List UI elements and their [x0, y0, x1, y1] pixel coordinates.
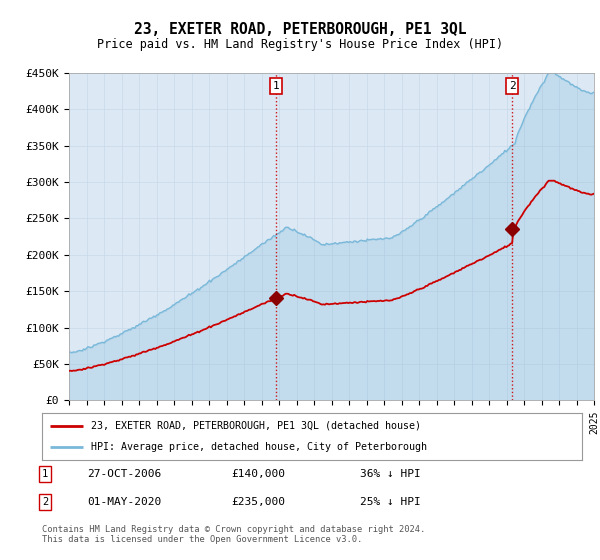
- Text: 01-MAY-2020: 01-MAY-2020: [87, 497, 161, 507]
- Text: £235,000: £235,000: [231, 497, 285, 507]
- Text: 1: 1: [272, 81, 280, 91]
- Text: 2: 2: [42, 497, 48, 507]
- Text: 23, EXETER ROAD, PETERBOROUGH, PE1 3QL: 23, EXETER ROAD, PETERBOROUGH, PE1 3QL: [134, 22, 466, 38]
- Text: 2: 2: [509, 81, 515, 91]
- Text: Price paid vs. HM Land Registry's House Price Index (HPI): Price paid vs. HM Land Registry's House …: [97, 38, 503, 50]
- Text: 25% ↓ HPI: 25% ↓ HPI: [360, 497, 421, 507]
- Text: 1: 1: [42, 469, 48, 479]
- Text: HPI: Average price, detached house, City of Peterborough: HPI: Average price, detached house, City…: [91, 442, 427, 452]
- Text: 36% ↓ HPI: 36% ↓ HPI: [360, 469, 421, 479]
- Text: Contains HM Land Registry data © Crown copyright and database right 2024.
This d: Contains HM Land Registry data © Crown c…: [42, 525, 425, 544]
- Text: £140,000: £140,000: [231, 469, 285, 479]
- Text: 27-OCT-2006: 27-OCT-2006: [87, 469, 161, 479]
- Text: 23, EXETER ROAD, PETERBOROUGH, PE1 3QL (detached house): 23, EXETER ROAD, PETERBOROUGH, PE1 3QL (…: [91, 421, 421, 431]
